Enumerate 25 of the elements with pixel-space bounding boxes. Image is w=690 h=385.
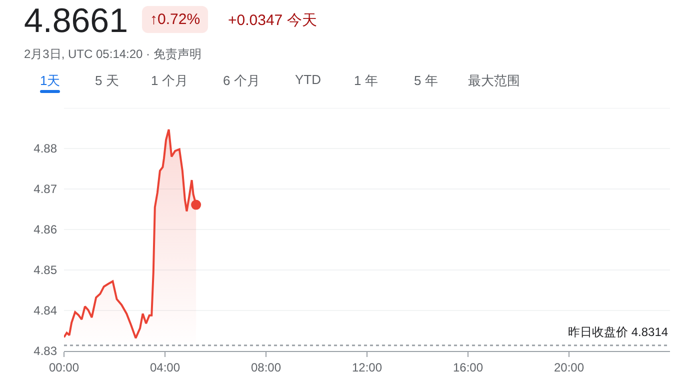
- text: 1天: [40, 72, 60, 90]
- x-tick-label: 08:00: [250, 360, 282, 374]
- y-tick-label: 4.85: [34, 263, 58, 278]
- x-tick-label: 16:00: [452, 360, 484, 374]
- x-tick-label: 04:00: [150, 360, 180, 374]
- text: 1 年: [354, 72, 378, 90]
- y-tick-label: 4.83: [34, 344, 58, 358]
- chart-subtitle: 2月3日, UTC 05:14:20 · 免责声明: [24, 46, 202, 63]
- x-tick-label: 20:00: [554, 360, 584, 374]
- x-tick-label: 12:00: [352, 360, 382, 374]
- text: YTD: [295, 72, 321, 87]
- y-tick-label: 4.87: [34, 182, 58, 196]
- text: 5 天: [95, 72, 119, 90]
- text: 1 个月: [151, 72, 188, 90]
- ref-line-label: 昨日收盘价 4.8314: [568, 325, 668, 339]
- text: 最大范围: [468, 72, 520, 90]
- text: 5 年: [414, 72, 438, 90]
- y-tick-label: 4.84: [34, 304, 58, 318]
- chart-title: 4.8661: [24, 2, 128, 41]
- text: ↑0.72%: [142, 6, 208, 33]
- y-tick-label: 4.88: [34, 142, 58, 156]
- x-tick-label: 00:00: [48, 360, 80, 374]
- text: +0.0347 今天: [228, 11, 317, 30]
- text: 6 个月: [223, 72, 260, 90]
- y-tick-label: 4.86: [34, 222, 58, 237]
